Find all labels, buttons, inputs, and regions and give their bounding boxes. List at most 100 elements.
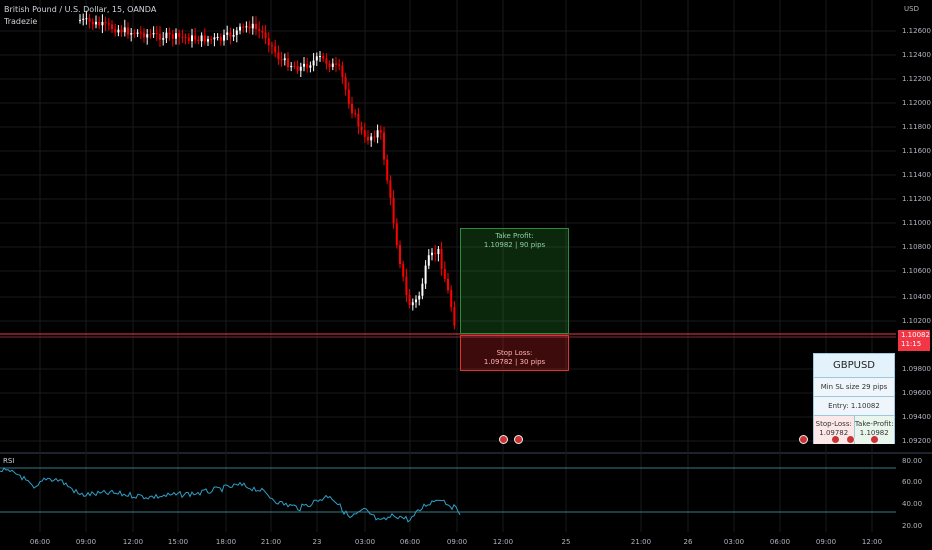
time-tick-label: 12:00 [492, 538, 514, 546]
us-flag-icon[interactable] [514, 435, 523, 444]
candle-body [341, 65, 344, 78]
time-tick-label: 03:00 [723, 538, 745, 546]
time-tick-label: 06:00 [769, 538, 791, 546]
main-chart-pane[interactable] [0, 0, 896, 452]
candle-body [306, 63, 309, 68]
rsi-tick-label: 80.00 [902, 457, 923, 465]
candle-body [146, 34, 149, 38]
candle-body [82, 18, 85, 20]
candle-body [139, 32, 142, 34]
time-tick-label: 06:00 [29, 538, 51, 546]
price-tick-label: 1.11600 [902, 147, 931, 155]
candle-body [248, 26, 251, 29]
candle-body [155, 33, 158, 35]
rsi-tick-label: 60.00 [902, 478, 923, 486]
candle-body [370, 136, 373, 141]
candle-body [431, 252, 433, 256]
candle-body [376, 130, 379, 138]
candle-body [283, 58, 286, 61]
candle-body [344, 77, 347, 90]
price-tick-label: 1.12600 [902, 27, 931, 35]
stop-loss-zone[interactable]: Stop Loss: 1.09782 | 30 pips [460, 335, 569, 371]
price-tick-label: 1.11400 [902, 171, 931, 179]
candle-body [331, 63, 334, 67]
stop-loss-label: Stop Loss: [496, 349, 533, 357]
candle-body [114, 29, 117, 33]
candle-body [207, 39, 209, 42]
candle-body [274, 46, 277, 53]
candle-body [347, 89, 350, 104]
candle-body [299, 66, 302, 71]
candle-body [216, 36, 219, 38]
candle-body [434, 252, 437, 255]
candle-body [290, 65, 293, 68]
time-tick-label: 26 [683, 538, 693, 546]
price-tick-label: 1.12200 [902, 75, 931, 83]
candle-body [319, 56, 321, 58]
candle-body [280, 59, 283, 61]
candle-body [111, 24, 113, 30]
candle-body [389, 180, 392, 198]
price-tick-label: 1.10200 [902, 317, 931, 325]
candle-body [367, 136, 369, 141]
candle-body [447, 278, 449, 291]
candle-body [312, 60, 315, 66]
indicator-label[interactable]: Tradezie [4, 17, 38, 26]
symbol-title[interactable]: British Pound / U.S. Dollar, 15, OANDA [4, 5, 157, 14]
candle-body [261, 30, 264, 33]
candle-body [338, 64, 341, 66]
us-flag-icon[interactable] [499, 435, 508, 444]
candle-body [392, 197, 395, 224]
candle-body [421, 283, 424, 296]
price-tick-label: 1.10800 [902, 243, 931, 251]
candle-body [415, 299, 417, 303]
candle-body [203, 35, 206, 42]
info-entry: Entry: 1.10082 [814, 397, 894, 416]
candle-body [95, 21, 97, 25]
candle-body [296, 65, 299, 71]
info-tp-value: 1.10982 [859, 429, 889, 437]
candle-body [383, 132, 385, 160]
candle-body [104, 21, 107, 24]
candle-body [194, 35, 197, 40]
time-tick-label: 21:00 [260, 538, 282, 546]
rsi-pane[interactable] [0, 454, 896, 532]
candle-body [443, 268, 446, 279]
price-axis[interactable]: USD 1.12600 1.12400 1.12200 1.12000 1.11800 1… [896, 0, 932, 452]
time-axis[interactable]: 06:00 09:00 12:00 15:00 18:00 21:00 23 03:00 06:… [0, 532, 896, 550]
us-flag-icon[interactable] [846, 435, 855, 444]
us-flag-icon[interactable] [799, 435, 808, 444]
take-profit-zone[interactable]: Take Profit: 1.10982 | 90 pips [460, 228, 569, 334]
candle-body [239, 26, 241, 31]
candle-body [184, 37, 187, 39]
price-tick-label: 1.11200 [902, 195, 931, 203]
rsi-axis[interactable]: 80.00 60.00 40.00 20.00 [896, 454, 932, 532]
us-flag-icon[interactable] [870, 435, 879, 444]
candle-body [159, 33, 161, 40]
us-flag-icon[interactable] [831, 435, 840, 444]
pane-separator[interactable] [0, 452, 932, 454]
time-tick-label: 12:00 [861, 538, 883, 546]
candle-body [130, 32, 133, 35]
candle-body [354, 113, 357, 115]
candle-body [197, 39, 200, 42]
time-tick-label: 12:00 [122, 538, 144, 546]
rsi-label[interactable]: RSI [3, 457, 15, 465]
candle-body [136, 32, 139, 34]
candle-body [357, 113, 360, 127]
take-profit-value: 1.10982 | 90 pips [483, 241, 546, 249]
candle-body [315, 56, 318, 61]
candle-body [408, 294, 411, 306]
time-tick-label: 15:00 [167, 538, 189, 546]
trade-info-panel: GBPUSD Min SL size 29 pips Entry: 1.1008… [813, 353, 895, 444]
currency-label: USD [904, 5, 919, 13]
candle-body [191, 35, 193, 42]
info-sl-label: Stop-Loss: [815, 420, 852, 428]
candle-body [386, 159, 389, 181]
info-symbol: GBPUSD [814, 354, 894, 378]
candle-body [85, 18, 88, 20]
candle-body [226, 32, 229, 35]
candle-body [143, 32, 145, 38]
price-tick-label: 1.12000 [902, 99, 931, 107]
